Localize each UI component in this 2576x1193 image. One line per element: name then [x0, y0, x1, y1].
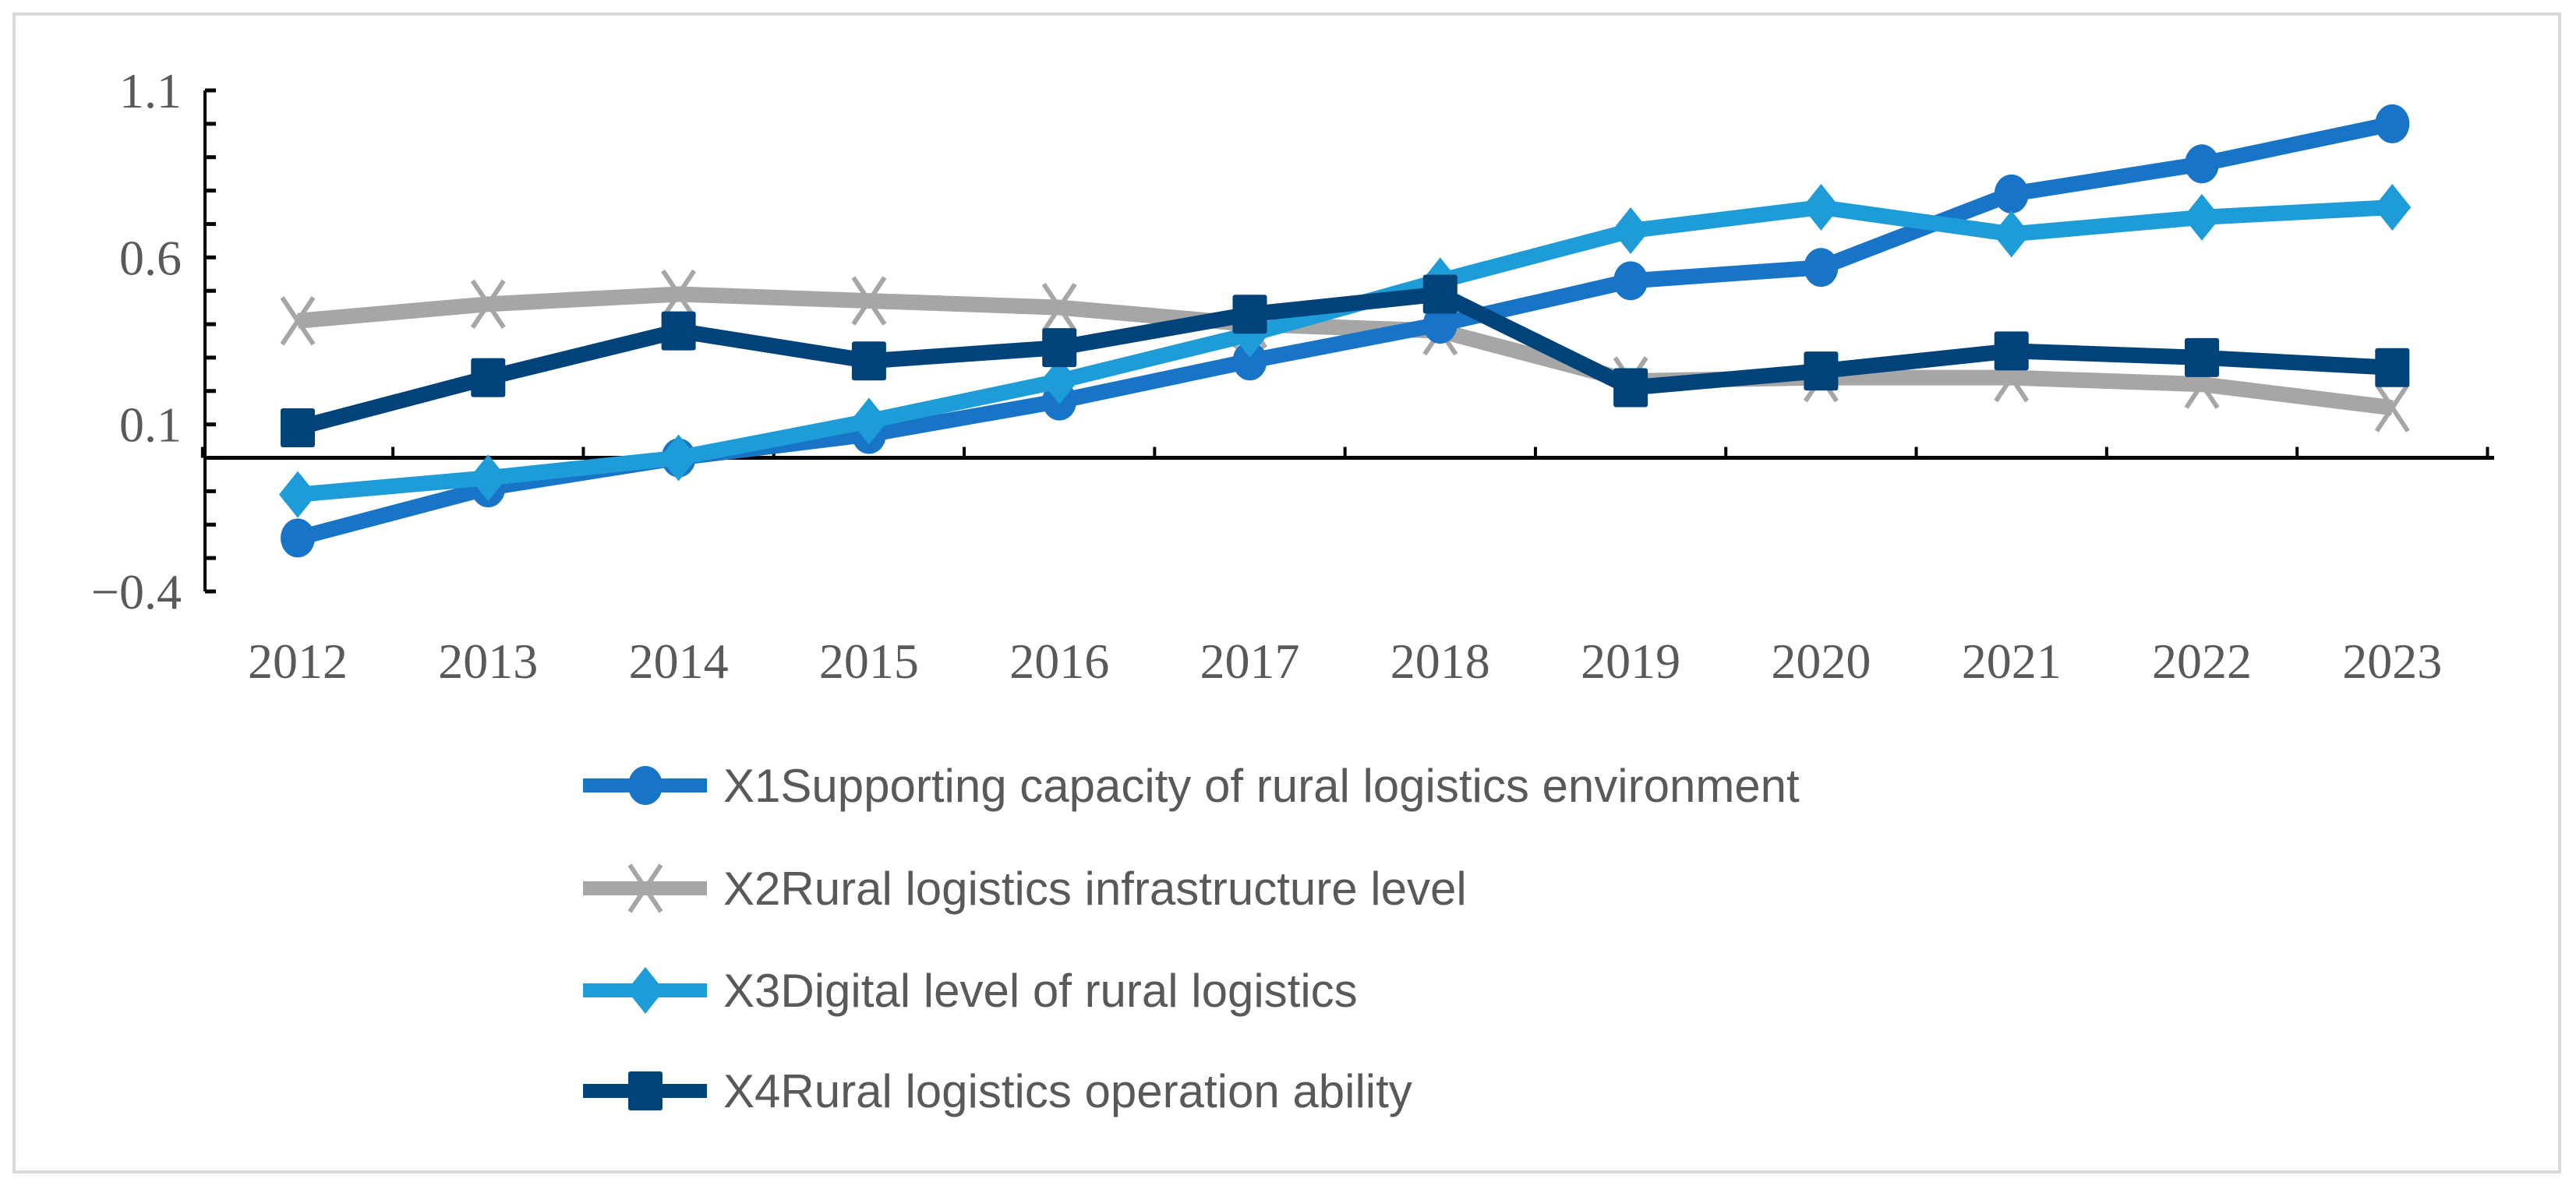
data-point-diamond: [1802, 184, 1840, 231]
data-point-x: [2374, 383, 2410, 432]
data-point-circle: [1613, 261, 1648, 301]
x-tick-label: 2012: [248, 634, 348, 689]
series-line: [295, 286, 2393, 436]
x-tick-label: 2023: [2342, 634, 2442, 689]
x-tick-label: 2015: [819, 634, 919, 689]
legend: X1Supporting capacity of rural logistics…: [583, 760, 1800, 1117]
data-point-square: [661, 311, 696, 351]
series-4: [281, 274, 2410, 447]
x-tick-label: 2018: [1390, 634, 1490, 689]
data-point-circle: [1994, 174, 2029, 214]
legend-label: X2Rural logistics infrastructure level: [723, 863, 1467, 915]
data-point-diamond: [469, 454, 507, 502]
data-point-square: [281, 408, 315, 447]
chart-frame: [12, 12, 2561, 1174]
data-point-square: [2185, 337, 2219, 377]
data-point-circle: [1232, 341, 1267, 381]
legend-marker: [627, 863, 663, 913]
series-line: [297, 286, 2394, 416]
data-point-square: [1613, 368, 1648, 408]
legend-item: X2Rural logistics infrastructure level: [583, 863, 1467, 915]
data-point-square: [1042, 328, 1077, 368]
data-point-diamond: [850, 397, 888, 445]
data-point-diamond: [1041, 357, 1079, 404]
y-tick-label: 0.1: [119, 397, 182, 453]
x-tick-label: 2019: [1581, 634, 1680, 689]
data-point-square: [1232, 295, 1267, 334]
x-tick-label: 2013: [438, 634, 538, 689]
y-tick-label: −0.4: [91, 564, 182, 619]
y-tick-label: 1.1: [119, 63, 182, 118]
data-point-diamond: [1992, 210, 2030, 258]
data-point-square: [1994, 331, 2029, 371]
legend-item: X4Rural logistics operation ability: [583, 1065, 1412, 1117]
legend-marker: [628, 1071, 663, 1110]
data-point-x: [280, 296, 316, 346]
x-tick-label: 2020: [1771, 634, 1871, 689]
x-tick-label: 2021: [1962, 634, 2062, 689]
data-point-x: [1041, 282, 1077, 333]
data-point-square: [1804, 351, 1839, 391]
data-point-diamond: [659, 434, 698, 482]
data-point-diamond: [2183, 193, 2221, 241]
legend-label: X3Digital level of rural logistics: [723, 965, 1358, 1017]
data-point-circle: [2375, 104, 2410, 143]
data-point-circle: [281, 518, 315, 558]
legend-item: X1Supporting capacity of rural logistics…: [583, 760, 1800, 812]
x-tick-label: 2022: [2152, 634, 2252, 689]
x-tick-label: 2017: [1200, 634, 1300, 689]
x-tick-label: 2014: [629, 634, 729, 689]
axes: 1.1 0.6 0.1 −0.4 2012 2013 2014 2015 2016 2017 201…: [91, 63, 2494, 689]
x-tick-label: 2016: [1009, 634, 1109, 689]
y-tick-label: 0.6: [119, 230, 182, 285]
data-point-x: [661, 269, 697, 319]
data-point-square: [2375, 348, 2410, 387]
data-point-diamond: [1612, 207, 1650, 255]
data-point-circle: [2185, 144, 2219, 184]
legend-marker: [628, 766, 663, 805]
data-point-diamond: [2373, 184, 2412, 231]
data-point-square: [851, 341, 886, 381]
data-point-diamond: [279, 471, 316, 518]
series-group: [279, 104, 2412, 558]
legend-label: X1Supporting capacity of rural logistics…: [723, 760, 1800, 812]
legend-marker: [627, 967, 664, 1014]
legend-label: X4Rural logistics operation ability: [723, 1065, 1412, 1117]
data-point-x: [470, 279, 506, 330]
data-point-square: [1422, 274, 1458, 314]
legend-item: X3Digital level of rural logistics: [583, 965, 1358, 1017]
data-point-square: [471, 358, 506, 397]
data-point-circle: [1422, 305, 1458, 344]
data-point-circle: [1804, 248, 1839, 288]
data-point-x: [851, 276, 887, 326]
